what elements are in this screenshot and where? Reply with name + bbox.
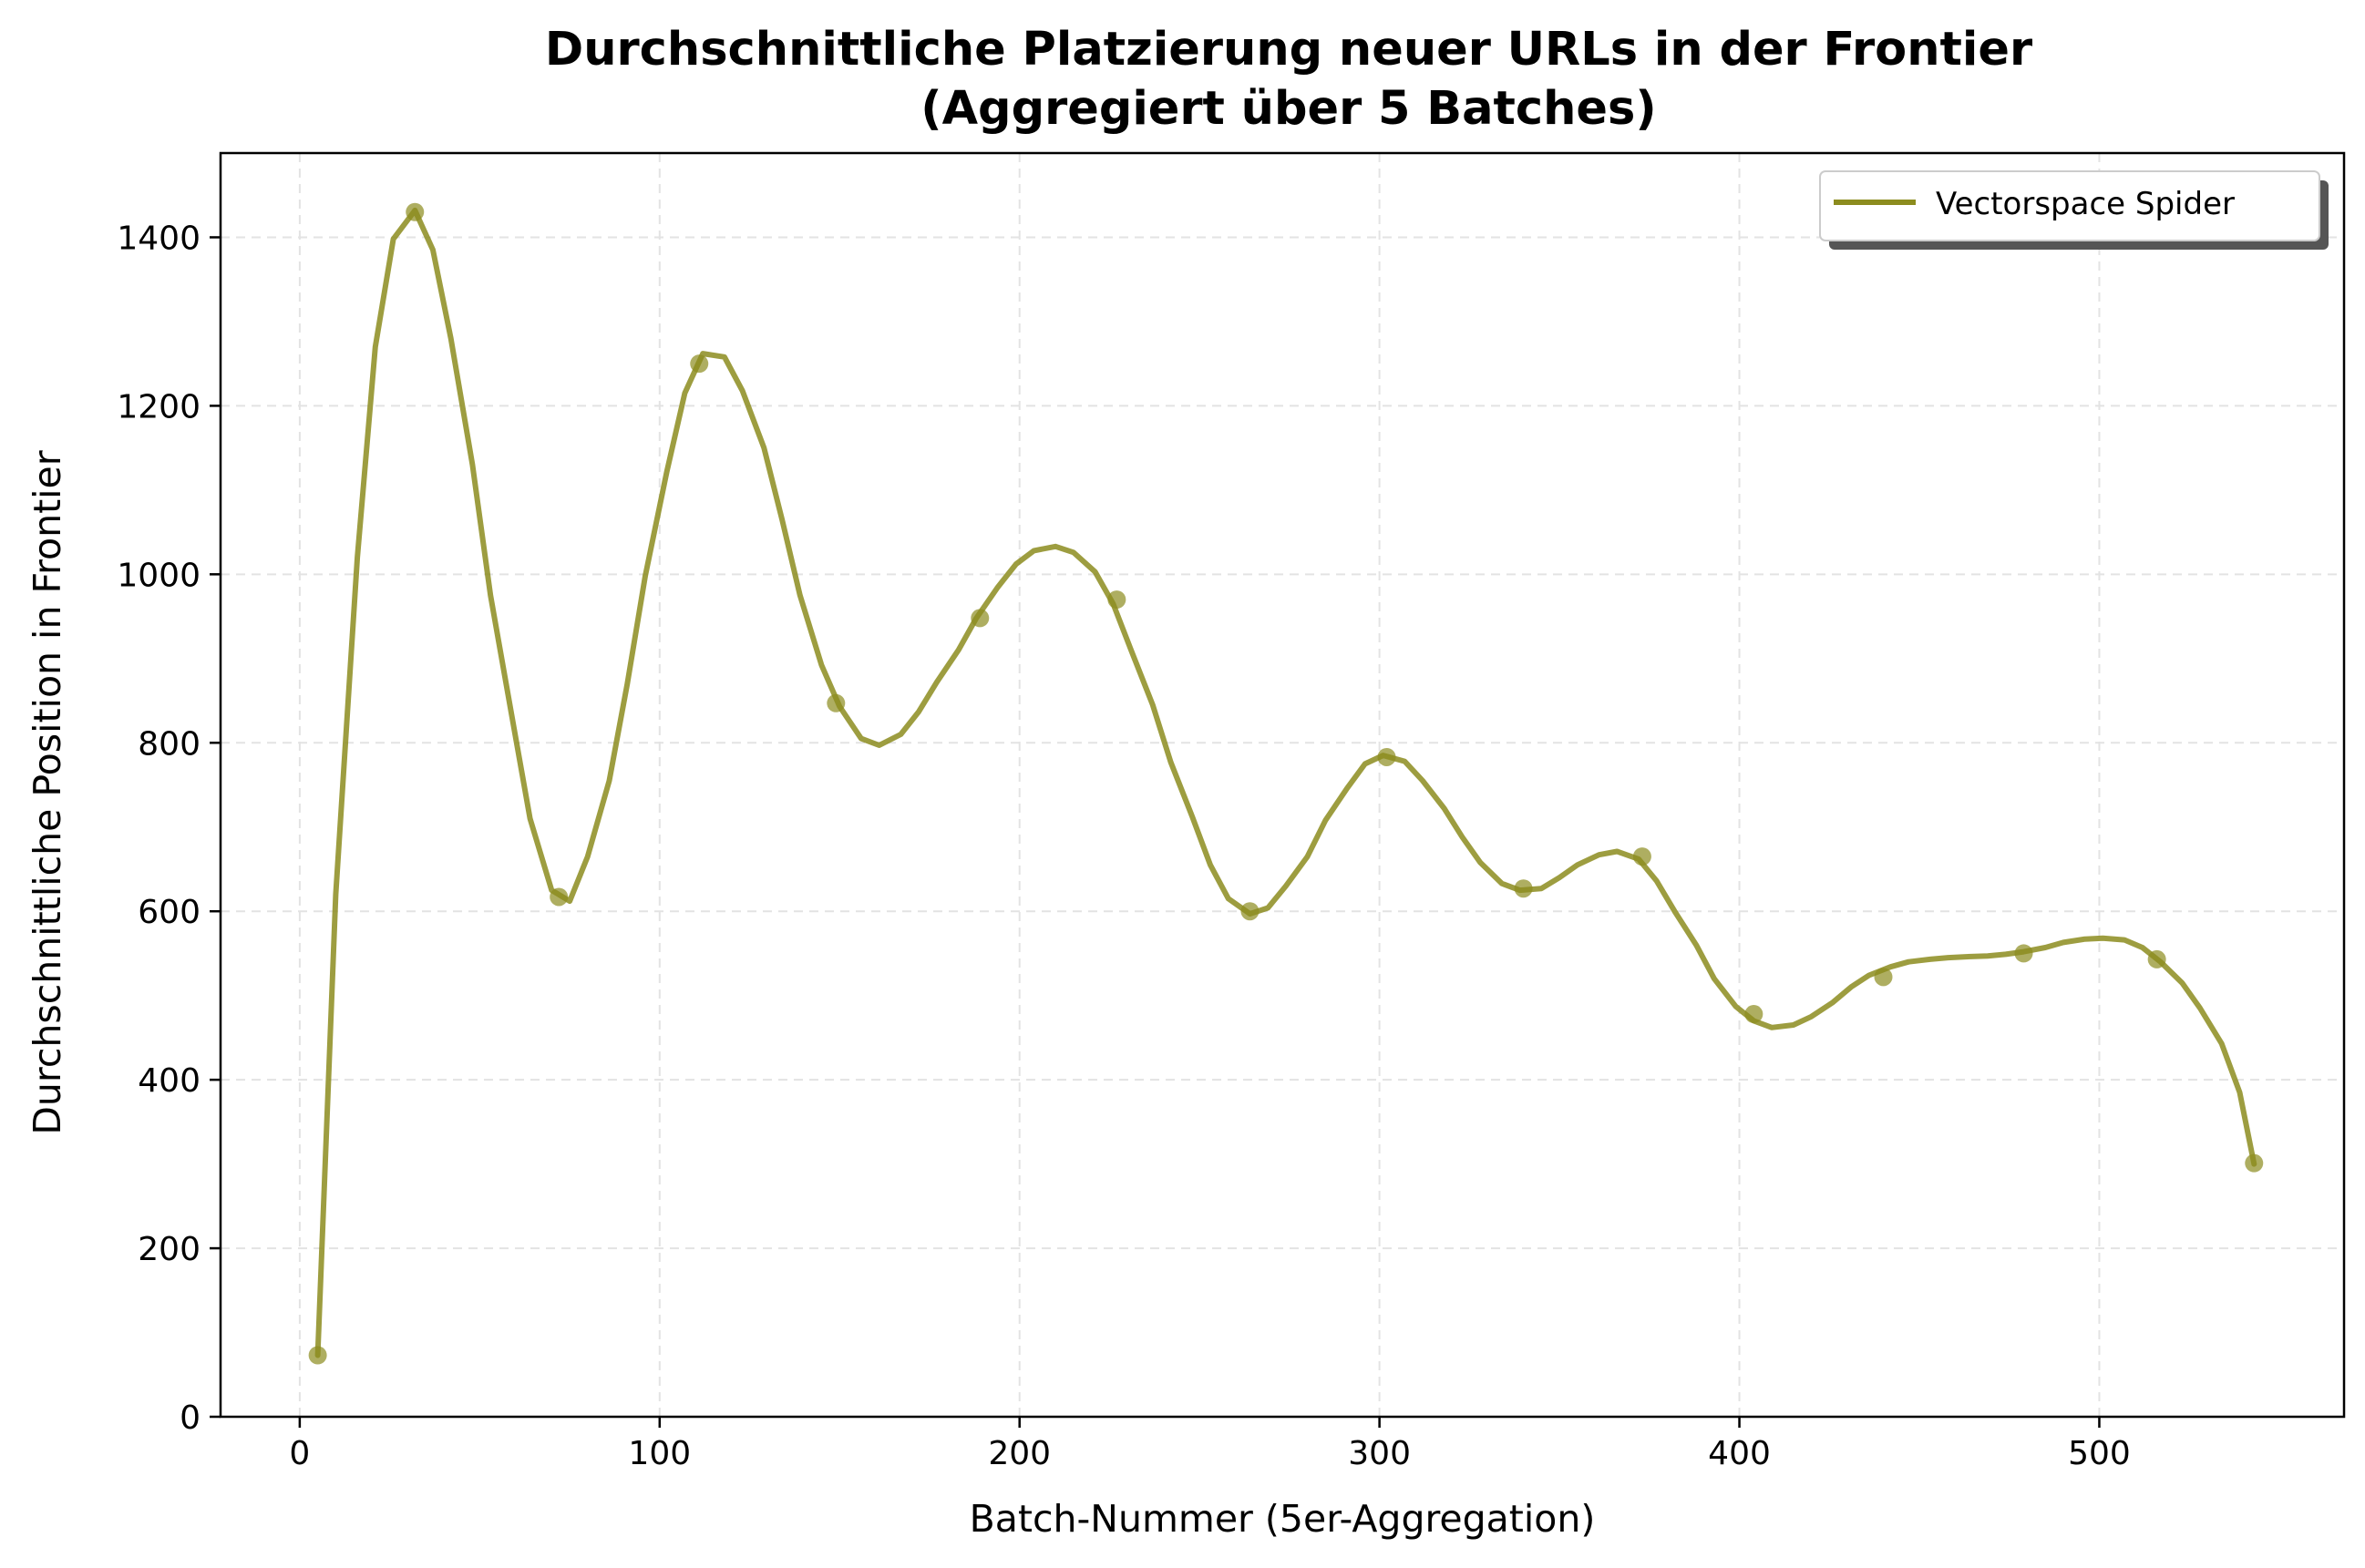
legend-box — [1819, 170, 2320, 241]
legend-label: Vectorspace Spider — [1936, 186, 2235, 222]
y-tick-label: 1200 — [117, 388, 201, 425]
y-tick-label: 1000 — [117, 557, 201, 594]
x-tick-label: 200 — [988, 1435, 1051, 1472]
data-point — [1377, 747, 1396, 766]
series-line — [314, 207, 2257, 1358]
series-layer — [308, 202, 2264, 1365]
axis-ticks: 0 100 200 300 400 500 0 200 400 600 800 1000 1200 140… — [117, 220, 2130, 1472]
data-point — [690, 354, 709, 374]
y-axis-label: Durchschnittliche Position in Frontier — [26, 450, 69, 1134]
y-tick-label: 0 — [180, 1399, 201, 1437]
x-tick-label: 0 — [289, 1435, 310, 1472]
data-point — [2245, 1153, 2264, 1173]
legend: Vectorspace Spider — [1819, 170, 2329, 250]
chart-title-line-2: (Aggregiert über 5 Batches) — [920, 82, 1656, 136]
y-tick-label: 800 — [138, 725, 201, 763]
data-point — [827, 693, 846, 712]
data-point — [1514, 879, 1533, 898]
data-point — [1632, 847, 1651, 866]
data-point — [2147, 949, 2166, 968]
chart-title-line-1: Durchschnittliche Platzierung neuer URLs… — [545, 23, 2032, 77]
data-point — [406, 202, 425, 221]
data-point — [1744, 1005, 1763, 1024]
x-tick-label: 100 — [628, 1435, 691, 1472]
data-point — [971, 609, 990, 628]
data-point — [1107, 590, 1126, 610]
data-point — [1240, 902, 1260, 921]
x-tick-label: 500 — [2068, 1435, 2131, 1472]
y-tick-label: 400 — [138, 1062, 201, 1100]
y-tick-label: 200 — [138, 1231, 201, 1268]
plot-frame — [219, 151, 2346, 1419]
data-point — [550, 887, 569, 907]
data-point — [2014, 944, 2033, 963]
y-tick-label: 1400 — [117, 220, 201, 257]
x-tick-label: 300 — [1348, 1435, 1411, 1472]
x-axis-label: Batch-Nummer (5er-Aggregation) — [970, 1497, 1596, 1541]
data-point — [308, 1346, 327, 1365]
data-point — [1874, 968, 1893, 987]
x-tick-label: 400 — [1708, 1435, 1771, 1472]
y-tick-label: 600 — [138, 894, 201, 931]
